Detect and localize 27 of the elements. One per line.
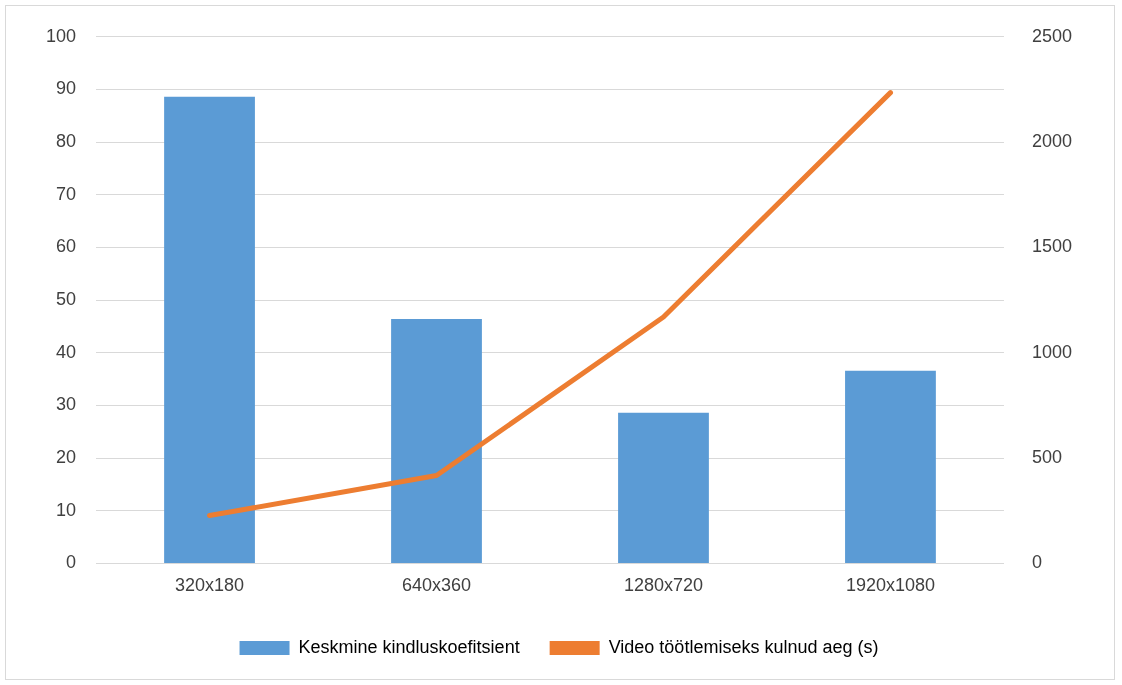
y-tick-label: 0 <box>66 552 77 573</box>
y-tick-label: 100 <box>45 25 77 46</box>
y-tick-label: 90 <box>56 78 77 99</box>
x-tick-label: 1920x1080 <box>845 575 936 596</box>
bar <box>391 319 482 563</box>
legend-label: Video töötlemiseks kulnud aeg (s) <box>608 636 879 657</box>
bar <box>164 96 255 563</box>
legend-label: Keskmine kindluskoefitsient <box>298 636 520 657</box>
bar <box>845 370 936 563</box>
y-tick-label: 10 <box>56 499 77 520</box>
y-tick-label: 40 <box>56 341 77 362</box>
y-tick-label: 80 <box>56 131 77 152</box>
y2-tick-label: 1500 <box>1031 236 1072 257</box>
bar <box>618 412 709 563</box>
y2-tick-label: 0 <box>1031 552 1042 573</box>
x-tick-label: 640x360 <box>401 575 472 596</box>
y2-tick-label: 1000 <box>1031 341 1072 362</box>
y-tick-label: 70 <box>56 183 77 204</box>
y-tick-label: 50 <box>56 289 77 310</box>
y-tick-label: 30 <box>56 394 77 415</box>
y-tick-label: 60 <box>56 236 77 257</box>
x-tick-label: 1280x720 <box>623 575 704 596</box>
y2-tick-label: 2000 <box>1031 131 1072 152</box>
y-tick-label: 20 <box>56 447 77 468</box>
y2-tick-label: 500 <box>1031 447 1062 468</box>
x-tick-label: 320x180 <box>174 575 245 596</box>
y2-tick-label: 2500 <box>1031 25 1072 46</box>
